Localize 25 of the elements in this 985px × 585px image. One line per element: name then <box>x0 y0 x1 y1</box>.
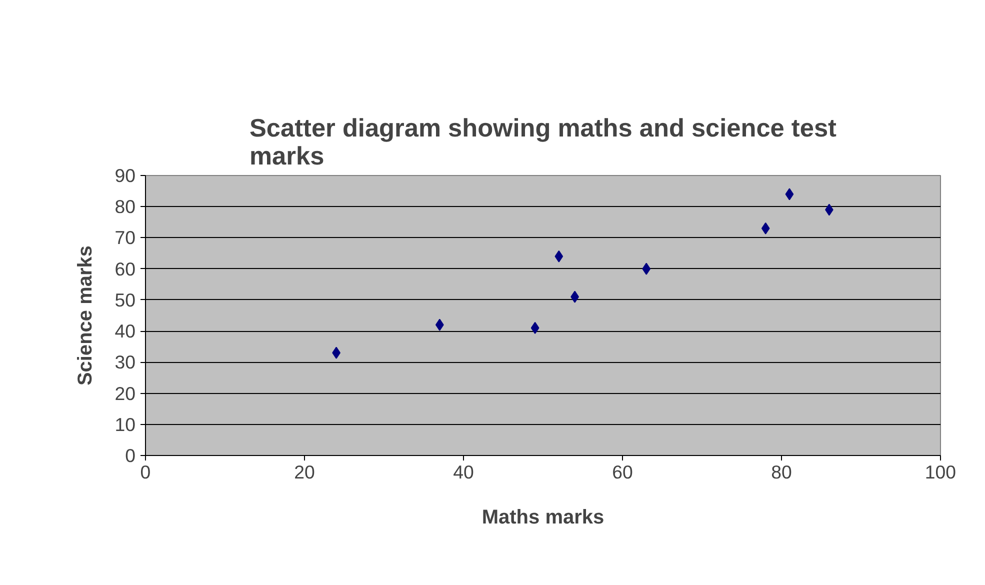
x-tick-label: 100 <box>924 462 956 482</box>
x-tick-label: 40 <box>453 462 474 482</box>
y-tick-label: 0 <box>125 445 136 466</box>
y-tick-label: 80 <box>114 196 136 218</box>
y-tick-label: 50 <box>114 289 136 310</box>
y-tick-label: 60 <box>114 258 136 280</box>
y-tick-label: 90 <box>114 165 136 186</box>
x-tick-label: 0 <box>140 462 151 482</box>
x-axis-title: Maths marks <box>482 506 604 528</box>
point <box>642 262 651 275</box>
x-tick-label: 80 <box>771 462 792 482</box>
y-tick-label: 40 <box>114 320 136 342</box>
point <box>785 188 794 200</box>
y-tick-label: 30 <box>114 352 136 373</box>
point <box>530 322 540 334</box>
y-tick-label: 10 <box>114 414 136 435</box>
y-axis-title: Science marks <box>74 245 97 386</box>
point <box>554 250 564 262</box>
point <box>761 222 770 234</box>
chart-title: Scatter diagram showing maths and science test marks <box>250 114 838 170</box>
y-tick-label: 20 <box>114 382 136 404</box>
y-tick-label: 70 <box>114 227 136 248</box>
point <box>435 318 444 331</box>
x-tick-label: 20 <box>294 462 315 482</box>
x-tick-label: 60 <box>612 462 633 482</box>
